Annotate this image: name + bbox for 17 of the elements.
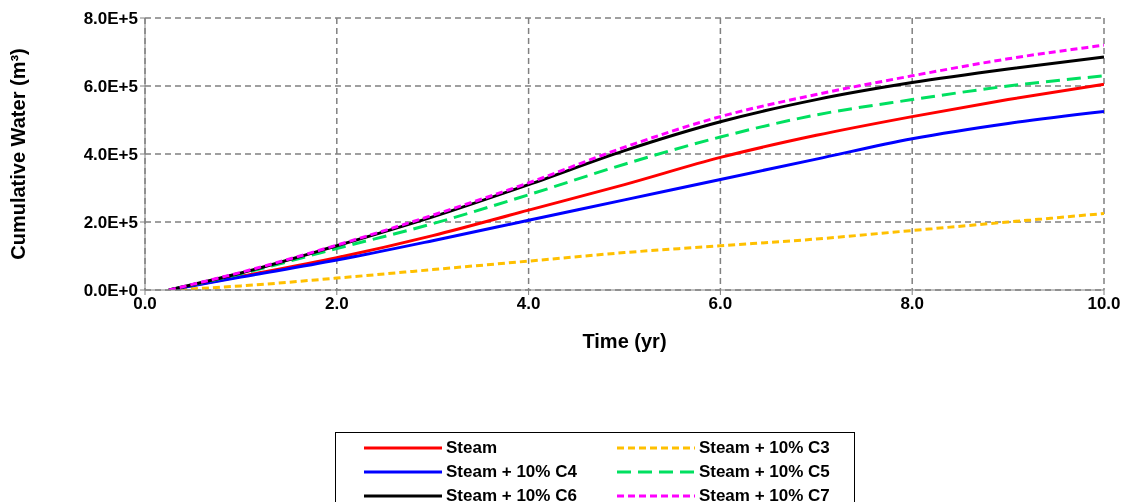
x-tick-label: 4.0 [516,294,541,314]
x-tick-label: 8.0 [900,294,925,314]
x-tick-label: 6.0 [708,294,733,314]
legend-label: Steam + 10% C7 [698,486,830,502]
y-tick-label: 2.0E+5 [83,213,138,233]
legend-label: Steam + 10% C6 [446,486,577,502]
y-tick-label: 4.0E+5 [83,145,138,165]
y-axis-title: Cumulative Water (m³) [7,48,30,260]
legend-label: Steam + 10% C4 [446,462,577,482]
legend-label: Steam [446,438,498,458]
x-tick-label: 10.0 [1087,294,1121,314]
x-tick-label: 2.0 [324,294,349,314]
x-axis-title: Time (yr) [582,330,667,352]
y-tick-label: 6.0E+5 [83,77,138,97]
legend-label: Steam + 10% C5 [698,462,830,482]
y-tick-label: 8.0E+5 [83,9,138,29]
legend-label: Steam + 10% C3 [698,438,830,458]
